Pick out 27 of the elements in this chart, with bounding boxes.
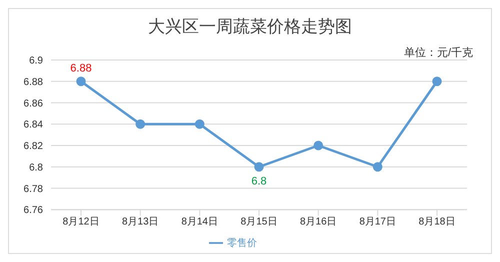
y-tick-label: 6.9	[29, 56, 44, 67]
y-tick-label: 6.8	[29, 162, 44, 174]
point	[372, 162, 382, 172]
y-tick-label: 6.88	[24, 76, 44, 88]
y-tick-label: 6.78	[24, 184, 44, 195]
x-tick-label: 8月12日	[62, 216, 100, 228]
x-tick-label: 8月18日	[418, 216, 456, 228]
x-tick-label: 8月16日	[300, 216, 337, 228]
x-tick-label: 8月13日	[122, 216, 159, 228]
point	[432, 76, 442, 86]
point	[254, 162, 264, 172]
point	[194, 119, 204, 129]
x-tick-label: 8月14日	[181, 216, 218, 228]
annotation: 6.8	[251, 176, 267, 188]
point	[136, 119, 146, 129]
y-tick-label: 6.76	[24, 205, 44, 216]
y-tick-label: 6.84	[24, 120, 44, 131]
x-tick-label: 8月17日	[359, 216, 396, 228]
point	[314, 140, 324, 150]
y-tick-label: 6.82	[24, 141, 44, 152]
x-tick-label: 8月15日	[240, 216, 278, 228]
legend-label: 零售价	[227, 238, 257, 249]
y-tick-label: 6.86	[24, 98, 44, 110]
annotation: 6.88	[70, 62, 92, 74]
text: 单位：元/千克	[404, 46, 473, 60]
point	[76, 76, 86, 86]
chart-title: 大兴区一周蔬菜价格走势图	[147, 16, 353, 38]
